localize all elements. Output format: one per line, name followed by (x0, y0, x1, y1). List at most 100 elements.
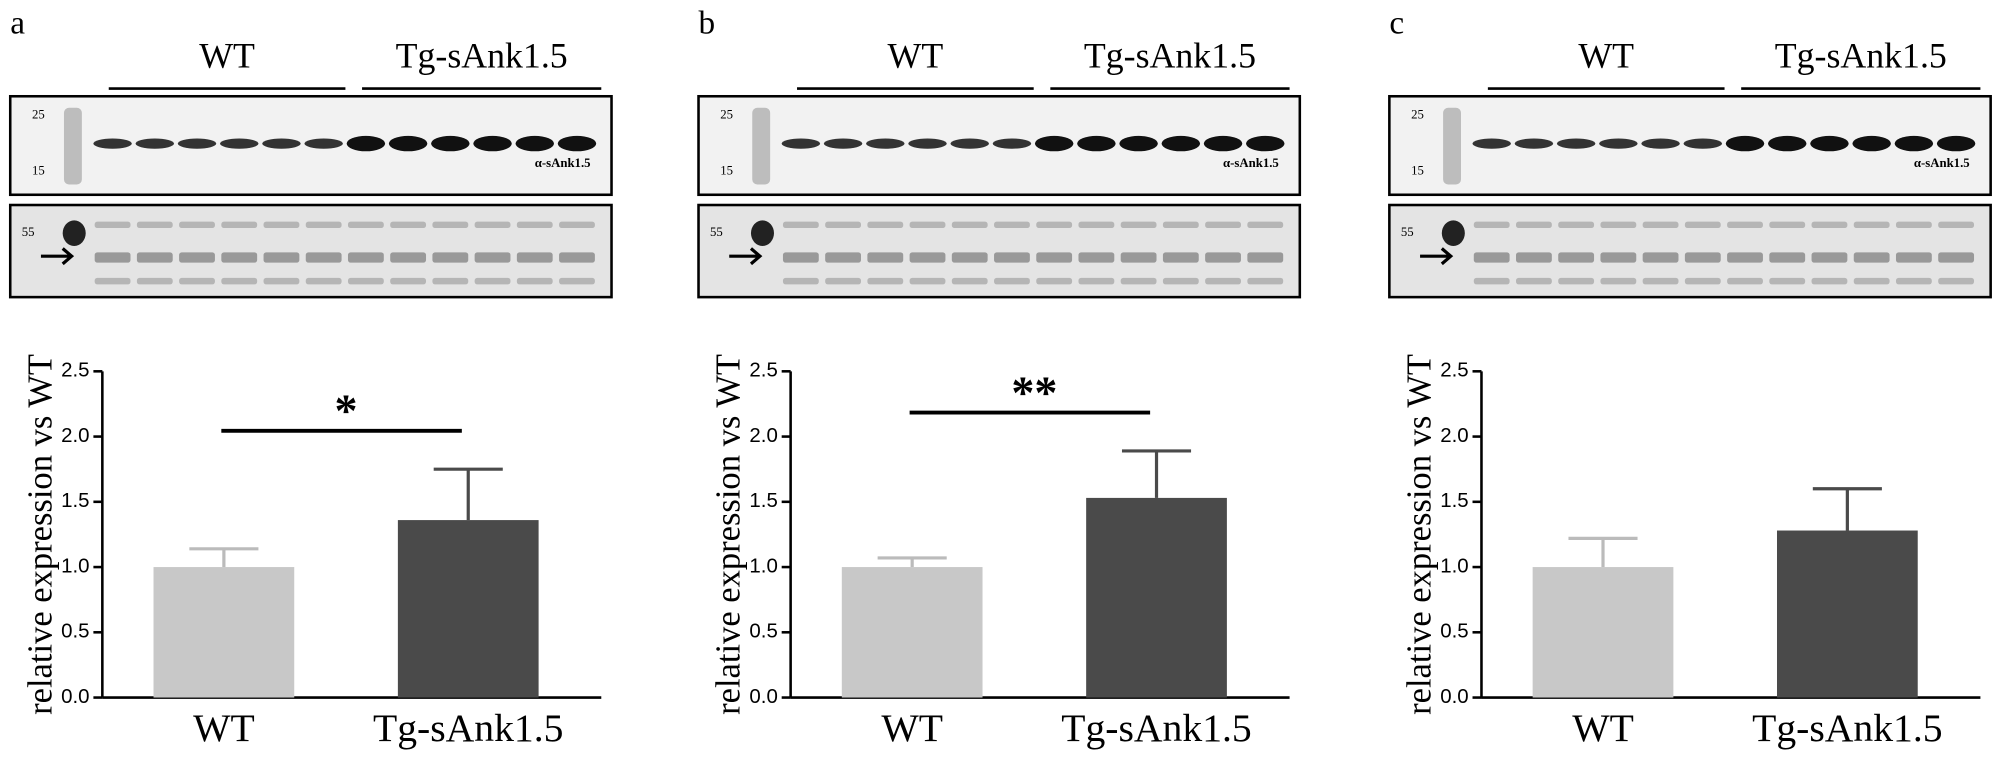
band (94, 221, 131, 229)
band (1853, 277, 1890, 285)
band (390, 277, 427, 285)
marker-label: 15 (32, 164, 45, 178)
band (1247, 277, 1284, 285)
band (1727, 277, 1763, 285)
band (1516, 277, 1552, 285)
band (1077, 135, 1116, 152)
band (1162, 277, 1199, 285)
band (136, 277, 173, 285)
band (179, 277, 215, 285)
panel: b WT Tg-sAnk1.5 25 15 α-sAnk1.5 55 0.0 0.5 1.0 1.5… (697, 5, 1302, 750)
panel-label: b (699, 5, 716, 42)
band (1938, 221, 1975, 229)
band (431, 135, 470, 152)
band (951, 252, 988, 263)
band (474, 252, 511, 263)
marker-label: 15 (720, 164, 733, 178)
band (1205, 277, 1241, 285)
band (179, 221, 215, 229)
band (432, 277, 469, 285)
band (1558, 277, 1595, 285)
band (951, 277, 988, 285)
band (951, 221, 988, 229)
band (1600, 277, 1637, 285)
y-tick-label: 1.0 (1440, 554, 1468, 577)
band (179, 252, 215, 263)
band (1641, 138, 1680, 149)
band (1684, 277, 1721, 285)
band (221, 277, 258, 285)
band (1162, 252, 1199, 263)
band (1895, 277, 1932, 285)
band (1247, 252, 1284, 263)
arrow (1420, 247, 1454, 266)
band (1558, 221, 1595, 229)
y-tick-label: 0.5 (61, 620, 89, 643)
y-tick-label: 1.0 (61, 554, 89, 577)
bar (1776, 530, 1918, 698)
band (516, 252, 553, 263)
band (1769, 221, 1806, 229)
ladder (752, 107, 771, 185)
band (1078, 252, 1115, 263)
band (1768, 135, 1807, 152)
band (909, 277, 946, 285)
band (1725, 135, 1765, 152)
band (1036, 277, 1073, 285)
band (1203, 135, 1243, 152)
band (93, 138, 132, 149)
y-axis-label: relative expression vs WT (21, 354, 59, 715)
band (305, 252, 342, 263)
band (94, 252, 131, 263)
band (1938, 277, 1975, 285)
band (1683, 138, 1722, 149)
band (1516, 252, 1552, 263)
band (1205, 221, 1241, 229)
significance-label: ** (1011, 367, 1057, 418)
marker-label: 55 (710, 225, 723, 239)
band (992, 138, 1032, 149)
marker-label: 15 (1411, 164, 1424, 178)
band (221, 252, 258, 263)
band (1769, 277, 1806, 285)
ladder (1443, 107, 1462, 185)
y-tick-label: 2.0 (749, 424, 777, 447)
band (263, 221, 300, 229)
band (1811, 277, 1848, 285)
antibody-label: α-sAnk1.5 (1223, 156, 1279, 170)
band (1642, 221, 1679, 229)
band (1810, 135, 1849, 152)
band (1556, 138, 1596, 149)
x-tick-label: WT (881, 706, 943, 750)
band (94, 277, 131, 285)
marker-label: 25 (720, 107, 733, 121)
antibody-label: α-sAnk1.5 (1914, 156, 1970, 170)
band (825, 221, 861, 229)
band (263, 277, 300, 285)
significance-label: * (335, 385, 358, 436)
band (1684, 252, 1721, 263)
y-tick-label: 1.0 (749, 554, 777, 577)
band (1936, 135, 1976, 152)
band (1769, 252, 1806, 263)
band (825, 252, 861, 263)
band (1120, 277, 1157, 285)
band (1600, 252, 1637, 263)
band (1516, 221, 1552, 229)
band (1514, 138, 1554, 149)
y-tick-label: 1.5 (1440, 489, 1468, 512)
band (559, 277, 595, 285)
marker-label: 25 (32, 107, 45, 121)
band (474, 277, 511, 285)
blot: 25 15 α-sAnk1.5 (697, 94, 1302, 197)
panel: c WT Tg-sAnk1.5 25 15 α-sAnk1.5 55 0.0 0.5 1.0 1.5… (1388, 5, 1992, 750)
ladder (1441, 220, 1465, 246)
band (1162, 221, 1199, 229)
group-label: WT (199, 35, 255, 75)
band (1895, 221, 1932, 229)
y-tick-label: 0.0 (61, 685, 89, 708)
band (1473, 221, 1510, 229)
band (908, 138, 947, 149)
band (1938, 252, 1975, 263)
band (782, 277, 819, 285)
